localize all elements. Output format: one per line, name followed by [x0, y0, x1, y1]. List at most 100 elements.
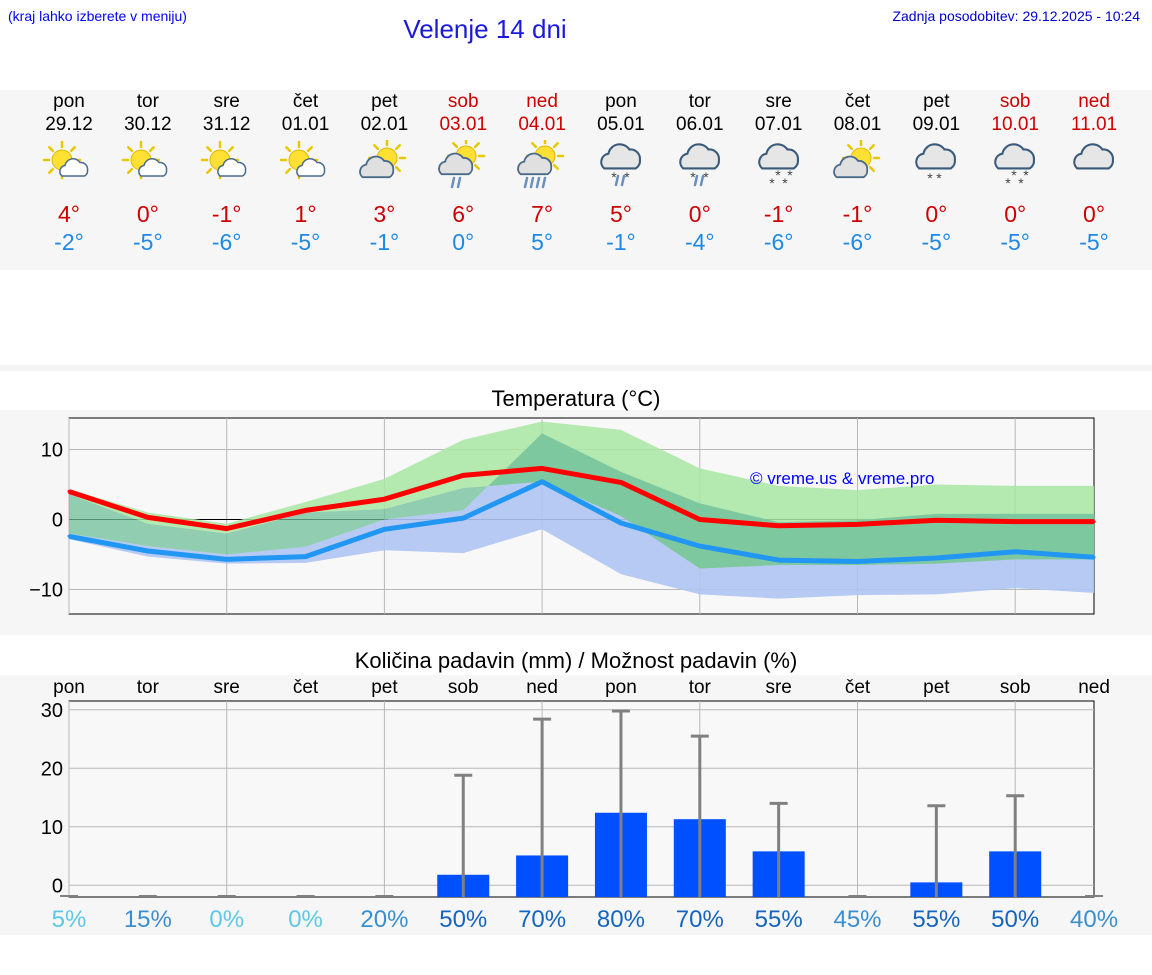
cloud-shape [915, 143, 957, 170]
day-date: 11.01 [1070, 114, 1118, 135]
cloud-outline [600, 143, 641, 170]
day-name: ned [1078, 91, 1110, 112]
cloud-outline [138, 158, 168, 177]
cloud-shape [295, 158, 325, 177]
precipitation-chance-label: 55% [912, 906, 960, 933]
day-name: ned [526, 91, 558, 112]
y-tick-label: 30 [41, 700, 63, 722]
day-date: 03.01 [439, 114, 488, 135]
category-label: ned [1078, 677, 1110, 698]
y-tick-label: 20 [41, 758, 63, 780]
max-temperature-point [934, 518, 938, 522]
day-name: tor [136, 91, 159, 112]
snow-flake: * [769, 175, 775, 191]
y-tick-label: 0 [52, 875, 63, 897]
max-temperature: 0° [1004, 201, 1027, 227]
min-temperature: -4° [684, 229, 715, 255]
snow-flake: * [775, 167, 781, 183]
cloudy-icon [1073, 143, 1115, 170]
cloud-outline [757, 143, 799, 170]
last-update-timestamp: Zadnja posodobitev: 29.12.2025 - 10:24 [892, 8, 1140, 24]
min-temperature: -6° [763, 229, 794, 255]
min-temperature: -5° [133, 229, 163, 255]
category-label: sob [448, 677, 479, 698]
max-temperature-point [777, 524, 781, 528]
min-temperature-point [619, 521, 623, 525]
snow-flake: * [1018, 175, 1024, 191]
min-temperature-point [67, 534, 71, 538]
day-column: sob 10.01 * * * * 0° -5° [975, 90, 1055, 256]
day-date: 06.01 [676, 114, 724, 135]
day-column: pet 02.01 3° -1° [344, 90, 424, 256]
min-temperature-line [68, 479, 1095, 564]
day-date: 09.01 [912, 114, 961, 135]
precipitation-chance-label: 45% [833, 906, 881, 933]
day-date: 10.01 [991, 114, 1039, 135]
rain-drop [693, 174, 699, 187]
page-title: Velenje 14 dni [403, 14, 567, 44]
day-date: 05.01 [597, 114, 645, 135]
cloud-shape [600, 143, 641, 170]
sun-cloud-heavy-rain-icon [517, 140, 565, 189]
cloud-snow-icon: * ** * [757, 143, 799, 191]
max-temperature: 0° [1083, 201, 1106, 227]
max-temperature: -1° [211, 201, 242, 227]
partly-cloudy-icon [359, 140, 407, 179]
rain-drop [614, 174, 620, 187]
sun-cloud-icon [42, 140, 89, 180]
min-temperature: 5° [531, 229, 554, 255]
sun-ray [148, 146, 155, 153]
snow-flake: * [611, 169, 617, 185]
day-name: čet [844, 91, 871, 112]
cloud-light-snow-icon: * * [915, 143, 957, 186]
sun-cloud-icon [200, 140, 246, 180]
cloud-shape [994, 143, 1036, 170]
day-column: sre 31.12 -1° -6° [187, 90, 267, 256]
precipitation-chance-label: 0% [288, 906, 323, 933]
cloud-outline [59, 158, 89, 177]
rain-drop [535, 176, 541, 189]
cloud-shape [832, 155, 868, 179]
partly-cloudy-icon [359, 140, 407, 179]
temperature-chart-title: Temperatura (°C) [491, 386, 661, 411]
snow-flake: * [1005, 175, 1011, 191]
max-temperature-line [68, 465, 1095, 532]
plot-area [68, 700, 1095, 898]
max-temperature: 4° [58, 201, 80, 227]
cloud-shape [517, 152, 553, 176]
sun-ray [553, 163, 560, 170]
day-name: sre [213, 91, 240, 112]
day-column: tor 30.12 0° -5° [108, 90, 188, 256]
min-temperature-point [382, 527, 386, 531]
sun-cloud-icon [200, 140, 246, 180]
min-temperature: -2° [54, 229, 84, 255]
max-temperature-point [146, 515, 150, 519]
precipitation-chance-label: 70% [518, 906, 566, 933]
min-temperature: -5° [290, 229, 321, 255]
max-temperature: 6° [452, 201, 475, 227]
max-temperature: 0° [688, 201, 711, 227]
y-tick-label: 10 [41, 440, 63, 462]
max-temperature: 0° [136, 201, 159, 227]
cloud-snow-icon: * ** * [994, 143, 1036, 191]
day-name: pon [53, 91, 85, 112]
cloud-outline [915, 143, 957, 170]
sun-ray [868, 144, 875, 151]
precipitation-chance-label: 15% [124, 906, 172, 933]
day-date: 30.12 [124, 114, 172, 135]
day-name: sre [765, 91, 792, 112]
y-tick-label: −10 [29, 580, 63, 602]
max-temperature-point [67, 490, 71, 493]
cloud-outline [1073, 143, 1115, 170]
min-temperature: -1° [606, 229, 636, 255]
category-label: sob [1000, 677, 1031, 698]
sun-ray [284, 167, 291, 174]
min-temperature-point [225, 557, 229, 561]
cloudy-icon [1073, 143, 1115, 170]
sun-ray [126, 146, 133, 153]
max-temperature-point [382, 497, 386, 501]
rain-drop [541, 176, 547, 189]
max-temperature-point [1013, 520, 1017, 524]
min-temperature-point [146, 549, 150, 553]
sun-cloud-rain-icon [438, 140, 486, 189]
